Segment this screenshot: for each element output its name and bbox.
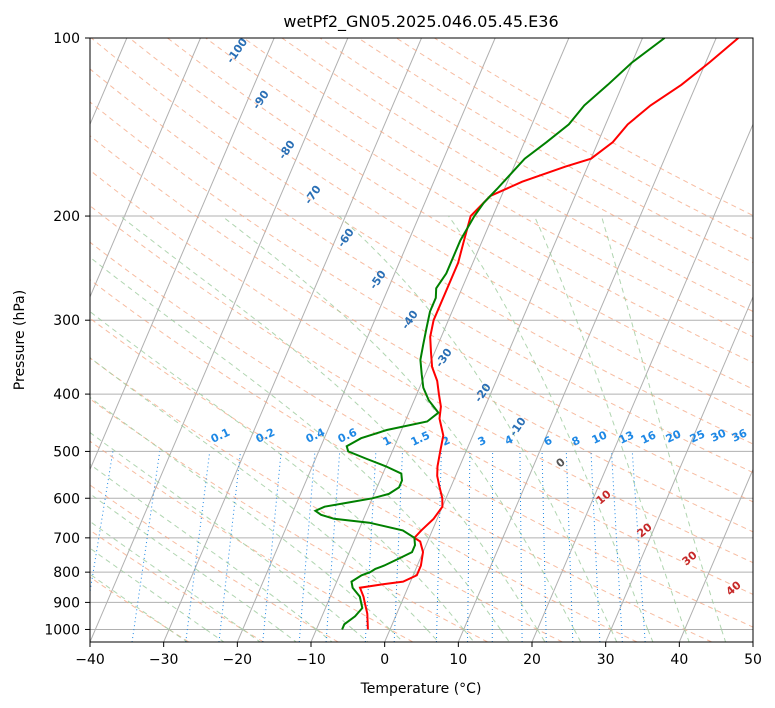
isotherm-line	[678, 468, 753, 642]
moist-adiabat-line	[533, 215, 690, 642]
moist-adiabat-line	[90, 357, 439, 642]
moist-adiabat-line	[90, 256, 510, 642]
y-axis: 1000 900 800 700 600 500 400 300 200 100	[44, 31, 90, 638]
dry-adiabat-line	[90, 169, 753, 564]
dry-adiabat-line	[90, 357, 563, 642]
moist-adiabat-line	[221, 215, 582, 642]
x-tick-label: 30	[597, 652, 615, 668]
dry-adiabat-line	[90, 440, 414, 642]
moist-adiabat-line	[90, 311, 475, 642]
moist-adiabat-line	[448, 215, 654, 642]
x-tick-label: 10	[449, 652, 467, 668]
y-tick-label: 700	[53, 531, 80, 547]
mixing-ratio-line	[131, 451, 161, 642]
mixing-ratio-label: 13	[617, 428, 636, 446]
isotherm-line	[90, 38, 349, 642]
mixing-ratio-label: 36	[730, 426, 750, 444]
isotherm-line	[90, 38, 275, 471]
moist-adiabat-line	[90, 573, 188, 642]
y-tick-label: 300	[53, 313, 80, 329]
x-tick-label: −30	[149, 652, 179, 668]
y-axis-title: Pressure (hPa)	[12, 290, 28, 390]
background-lines	[90, 38, 753, 642]
plot-background	[90, 38, 753, 642]
dry-adiabat-line	[90, 484, 339, 642]
dry-adiabat-line	[281, 38, 753, 313]
x-tick-label: 40	[670, 652, 688, 668]
isotherm-line	[752, 640, 753, 642]
moist-adiabat-line	[119, 215, 546, 642]
moist-adiabat-line	[338, 215, 618, 642]
y-tick-label: 1000	[44, 622, 80, 638]
x-tick-label: 0	[380, 652, 389, 668]
mixing-ratio-label: 16	[639, 428, 659, 446]
y-tick-label: 500	[53, 444, 80, 460]
dry-adiabat-line	[90, 68, 753, 474]
mixing-ratio-line	[90, 451, 114, 595]
mixing-ratio-label: 30	[709, 426, 729, 444]
dry-adiabat-line	[90, 398, 488, 642]
dry-adiabat-line	[90, 241, 753, 628]
moist-adiabat-line	[90, 547, 225, 642]
isotherm-line	[163, 38, 422, 642]
isotherm-line	[605, 295, 753, 642]
x-tick-label: −20	[223, 652, 253, 668]
mixing-ratio-label: 20	[664, 427, 684, 445]
y-tick-label: 900	[53, 595, 80, 611]
dry-adiabat-line	[129, 38, 753, 417]
mixing-ratio-label: 25	[688, 427, 707, 445]
x-axis: −40 −30 −20 −10 0 10 20 30 40 50	[75, 642, 762, 668]
moist-adiabat-line	[90, 431, 369, 642]
isotherm-line	[90, 38, 201, 299]
x-tick-label: 50	[744, 652, 762, 668]
moist-adiabat-line	[90, 493, 297, 642]
profile-series-line	[358, 38, 739, 630]
isotherm-line	[384, 38, 643, 642]
dry-adiabat-line	[90, 135, 753, 533]
mixing-ratio-line	[185, 451, 211, 642]
plot-frame	[89, 37, 754, 643]
isotherm-line	[236, 38, 496, 642]
moist-adiabat-line	[90, 396, 404, 642]
profile-series-line	[313, 38, 666, 630]
chart-title: wetPf2_GN05.2025.046.05.45.E36	[283, 12, 558, 32]
x-tick-label: −10	[296, 652, 326, 668]
x-tick-label: 20	[523, 652, 541, 668]
y-tick-label: 800	[53, 565, 80, 581]
y-tick-label: 600	[53, 491, 80, 507]
moist-adiabat-line	[90, 463, 333, 642]
mixing-ratio-label: 10	[590, 428, 610, 446]
isotherm-line	[531, 123, 753, 642]
y-tick-label: 100	[53, 31, 80, 47]
y-tick-label: 400	[53, 387, 80, 403]
moist-adiabat-line	[90, 520, 261, 642]
dry-adiabat-line	[90, 205, 753, 595]
profile-lines	[313, 38, 739, 630]
moist-adiabat-line	[601, 215, 727, 642]
x-axis-title: Temperature (°C)	[360, 681, 482, 697]
x-tick-label: −40	[75, 652, 105, 668]
isotherm-line	[457, 38, 717, 642]
dry-adiabat-line	[205, 38, 753, 364]
y-tick-label: 200	[53, 209, 80, 225]
